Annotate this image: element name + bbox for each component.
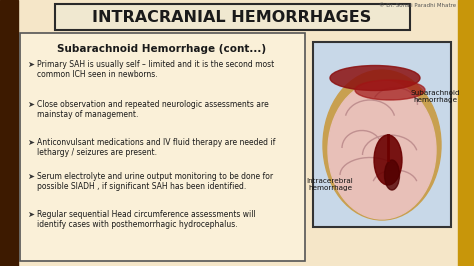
Text: ➤: ➤ (27, 138, 34, 147)
Text: ➤: ➤ (27, 210, 34, 219)
Bar (0, 0, 18, 266)
Text: Subarachnoid Hemorrhage (cont...): Subarachnoid Hemorrhage (cont...) (57, 44, 266, 54)
Text: Serum electrolyte and urine output monitoring to be done for
possible SIADH , if: Serum electrolyte and urine output monit… (37, 172, 273, 192)
FancyBboxPatch shape (55, 4, 410, 30)
Text: ➤: ➤ (27, 60, 34, 69)
Text: © Dr. Sonali Paradhi Mhatre: © Dr. Sonali Paradhi Mhatre (379, 3, 456, 8)
Text: Close observation and repeated neurologic assessments are
mainstay of management: Close observation and repeated neurologi… (37, 100, 269, 119)
Text: Regular sequential Head circumference assessments will
identify cases with posth: Regular sequential Head circumference as… (37, 210, 256, 229)
Text: Primary SAH is usually self – limited and it is the second most
common ICH seen : Primary SAH is usually self – limited an… (37, 60, 274, 79)
Ellipse shape (355, 80, 425, 100)
FancyBboxPatch shape (313, 42, 451, 227)
Text: ➤: ➤ (27, 100, 34, 109)
Ellipse shape (323, 70, 441, 220)
Ellipse shape (374, 135, 402, 185)
Ellipse shape (328, 81, 436, 219)
Text: Subarachnoid
hemorrhage: Subarachnoid hemorrhage (410, 90, 460, 103)
Ellipse shape (330, 65, 420, 90)
Text: ➤: ➤ (27, 172, 34, 181)
Ellipse shape (384, 160, 400, 190)
Text: INTRACRANIAL HEMORRHAGES: INTRACRANIAL HEMORRHAGES (92, 10, 372, 24)
Text: Anticonvulsant medications and IV fluid therapy are needed if
lethargy / seizure: Anticonvulsant medications and IV fluid … (37, 138, 275, 157)
FancyBboxPatch shape (20, 33, 305, 261)
Text: Intracerebral
hemorrhage: Intracerebral hemorrhage (307, 178, 354, 191)
Bar (458, 0, 474, 266)
